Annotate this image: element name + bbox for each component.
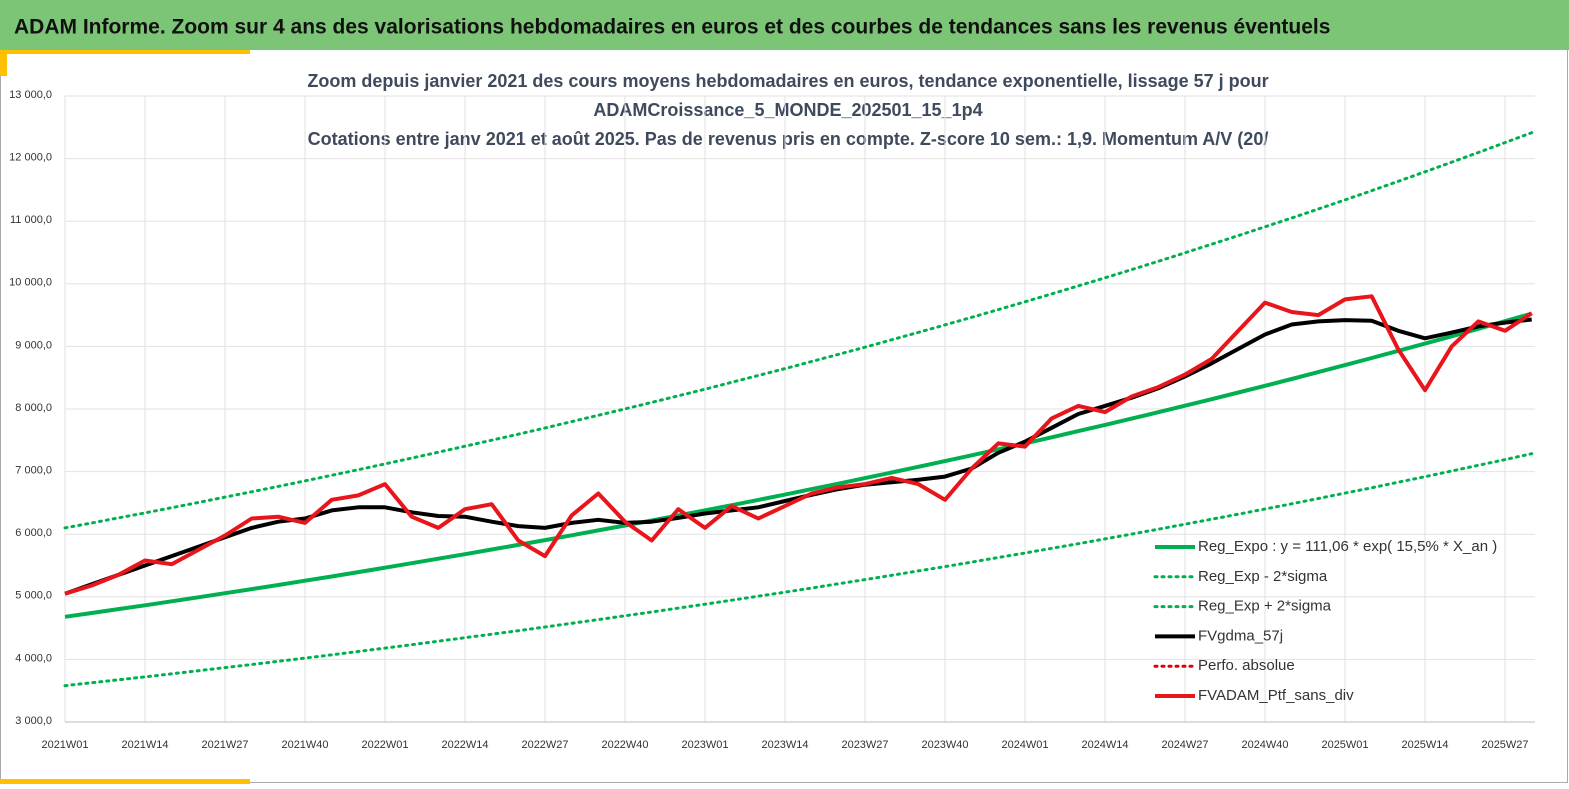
y-tick-label: 10 000,0 (9, 277, 52, 289)
accent (0, 50, 250, 54)
plot (63, 131, 1534, 688)
y-tick-label: 12 000,0 (9, 152, 52, 164)
legend-label: Perfo. absolue (1198, 657, 1295, 674)
header-band (0, 0, 1569, 50)
series-line (63, 131, 1534, 530)
series-line (64, 294, 1533, 596)
x-tick-label: 2021W14 (121, 739, 168, 751)
x-tick-label: 2025W27 (1481, 739, 1528, 751)
legend-label: Reg_Exp + 2*sigma (1198, 598, 1332, 615)
chart-title: ADAMCroissance_5_MONDE_202501_15_1p4 (593, 100, 982, 120)
series-line (63, 452, 1534, 688)
y-tick-label: 6 000,0 (15, 527, 52, 539)
x-tick-label: 2024W14 (1081, 739, 1128, 751)
y-tick-label: 8 000,0 (15, 402, 52, 414)
accent (0, 779, 250, 784)
accent (0, 50, 7, 76)
y-tick-label: 11 000,0 (10, 214, 52, 226)
x-tick-label: 2022W01 (361, 739, 408, 751)
x-tick-label: 2022W40 (601, 739, 648, 751)
x-tick-label: 2022W14 (441, 739, 488, 751)
y-tick-label: 5 000,0 (15, 590, 52, 602)
x-tick-label: 2023W27 (841, 739, 888, 751)
x-tick-label: 2021W01 (41, 739, 88, 751)
legend-label: FVgdma_57j (1198, 627, 1283, 644)
chart-title: Zoom depuis janvier 2021 des cours moyen… (307, 71, 1268, 91)
legend-label: FVADAM_Ptf_sans_div (1198, 687, 1354, 704)
x-tick-label: 2023W40 (921, 739, 968, 751)
y-tick-label: 13 000,0 (9, 89, 52, 101)
grid: 3 000,0 4 000,0 5 000,0 6 000,0 7 000,0 8 000… (9, 89, 1535, 751)
x-tick-label: 2023W14 (761, 739, 808, 751)
y-tick-label: 3 000,0 (15, 715, 52, 727)
x-tick-label: 2024W27 (1161, 739, 1208, 751)
legend-label: Reg_Exp - 2*sigma (1198, 568, 1328, 585)
x-tick-label: 2021W40 (281, 739, 328, 751)
x-tick-label: 2025W01 (1321, 739, 1368, 751)
header-title: ADAM Informe. Zoom sur 4 ans des valoris… (14, 16, 1330, 39)
y-tick-label: 7 000,0 (15, 465, 52, 477)
x-tick-label: 2022W27 (521, 739, 568, 751)
x-tick-label: 2024W40 (1241, 739, 1288, 751)
x-tick-label: 2021W27 (201, 739, 248, 751)
y-tick-label: 9 000,0 (15, 339, 52, 351)
x-tick-label: 2025W14 (1401, 739, 1448, 751)
y-tick-label: 4 000,0 (15, 652, 52, 664)
x-tick-label: 2023W01 (681, 739, 728, 751)
x-tick-label: 2024W01 (1001, 739, 1048, 751)
legend: Reg_Expo : y = 111,06 * exp( 15,5% * X_a… (1153, 538, 1497, 704)
series-line (64, 311, 1533, 619)
legend-label: Reg_Expo : y = 111,06 * exp( 15,5% * X_a… (1198, 538, 1497, 555)
chart-title: Cotations entre janv 2021 et août 2025. … (308, 129, 1269, 149)
